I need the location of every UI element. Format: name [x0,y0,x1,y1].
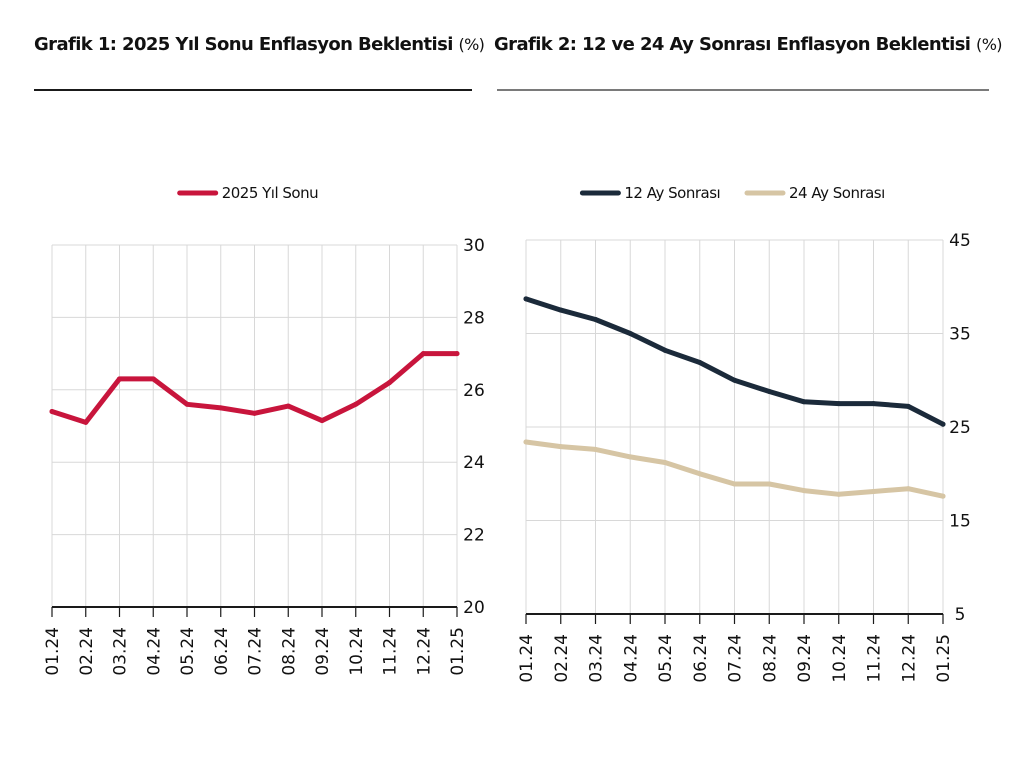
chart1-xtick-04.24: 04.24 [144,627,164,676]
chart1-xtick-11.24: 11.24 [381,627,401,676]
chart2-xtick-11.24: 11.24 [865,634,885,683]
chart2-point-2-01.25 [940,493,946,499]
chart2-point-1-09.24 [801,399,807,405]
chart1-unit: (%) [458,35,485,54]
chart2-xtick-04.24: 04.24 [621,634,641,683]
chart1-xtick-02.24: 02.24 [77,627,97,676]
chart1-legend-label-1: 2025 Yıl Sonu [222,184,318,202]
chart1-point-1-02.24 [83,419,89,425]
chart2-point-2-06.24 [697,471,703,477]
chart2-point-2-08.24 [766,481,772,487]
chart1-point-1-11.24 [387,380,392,386]
chart1-point-1-12.24 [420,351,426,357]
chart1-ytick-24: 24 [463,453,485,473]
chart2-point-1-06.24 [697,359,703,365]
chart2-ytick-15: 15 [949,512,971,532]
chart2-title: Grafik 2: 12 ve 24 Ay Sonrası Enflasyon … [494,34,1003,55]
chart2-ytick-35: 35 [949,325,971,345]
chart1-xtick-08.24: 08.24 [279,627,299,676]
chart2-point-2-09.24 [801,488,807,494]
chart1-point-1-09.24 [319,418,325,424]
chart1-ytick-26: 26 [463,381,485,401]
chart2-point-1-12.24 [905,403,911,409]
chart1-xtick-01.24: 01.24 [43,627,63,676]
chart2-legend-label-1: 12 Ay Sonrası [624,184,720,202]
chart2-point-1-03.24 [593,316,598,322]
chart1-title: Grafik 1: 2025 Yıl Sonu Enflasyon Beklen… [34,34,485,55]
chart2-point-1-10.24 [836,401,842,407]
chart1-ytick-20: 20 [463,598,485,618]
chart1-point-1-03.24 [117,376,122,382]
chart1-point-1-01.25 [454,351,460,357]
chart1-xtick-01.25: 01.25 [448,627,468,676]
chart2-point-2-04.24 [627,454,633,460]
chart2-xtick-07.24: 07.24 [726,634,746,683]
chart1-point-1-01.24 [49,409,55,415]
chart1-xtick-06.24: 06.24 [212,627,232,676]
chart1-title-rule [34,89,472,91]
chart2-xtick-12.24: 12.24 [899,634,919,683]
chart2-point-1-07.24 [732,377,737,383]
chart1-point-1-06.24 [218,405,224,411]
chart2-point-1-04.24 [627,331,633,336]
chart2-xtick-01.24: 01.24 [517,634,537,683]
chart2-unit: (%) [976,35,1002,54]
chart2-legend-label-2: 24 Ay Sonrası [789,184,885,202]
chart1-point-1-10.24 [353,401,359,407]
chart1-point-1-08.24 [285,403,291,409]
chart1-xtick-10.24: 10.24 [347,627,367,676]
chart2-point-2-05.24 [662,460,668,466]
chart2-point-2-02.24 [558,444,564,450]
chart2-ytick-5: 5 [955,605,966,625]
chart2-point-2-12.24 [905,486,911,492]
chart2-ytick-25: 25 [949,418,971,438]
chart2-xtick-05.24: 05.24 [656,634,676,683]
chart2-point-1-01.24 [523,296,529,302]
chart2-point-1-08.24 [766,388,772,394]
chart2-point-2-01.24 [523,439,529,445]
chart1-title-text: Grafik 1: 2025 Yıl Sonu Enflasyon Beklen… [34,34,453,55]
chart2-point-2-07.24 [732,481,737,487]
chart1-ytick-22: 22 [463,526,485,546]
chart1-xtick-12.24: 12.24 [414,627,434,676]
chart2-xtick-06.24: 06.24 [691,634,711,683]
chart2-xtick-09.24: 09.24 [795,634,815,683]
chart2-xtick-01.25: 01.25 [934,634,954,683]
chart1-ytick-30: 30 [463,236,485,256]
chart1-point-1-04.24 [150,376,156,382]
chart2-xtick-03.24: 03.24 [587,634,607,683]
chart1-xtick-05.24: 05.24 [178,627,198,676]
chart1-ytick-28: 28 [463,308,485,328]
chart2-point-1-02.24 [558,307,564,313]
chart1-xtick-07.24: 07.24 [246,627,266,676]
chart2-point-2-03.24 [593,446,598,452]
chart2-title-rule [497,89,989,91]
chart1-xtick-09.24: 09.24 [313,627,333,676]
chart2-point-1-11.24 [871,401,876,407]
chart2-xtick-02.24: 02.24 [552,634,572,683]
chart2-point-1-05.24 [662,347,668,353]
chart2-title-text: Grafik 2: 12 ve 24 Ay Sonrası Enflasyon … [494,34,971,55]
chart2-point-2-10.24 [836,491,842,497]
chart2-point-1-01.25 [940,421,946,427]
chart1-point-1-07.24 [252,410,257,416]
chart1-xtick-03.24: 03.24 [111,627,131,676]
chart1-point-1-05.24 [184,401,190,407]
chart2-xtick-08.24: 08.24 [760,634,780,683]
chart2-point-2-11.24 [871,489,876,495]
chart2-xtick-10.24: 10.24 [830,634,850,683]
chart2-ytick-45: 45 [949,231,971,251]
